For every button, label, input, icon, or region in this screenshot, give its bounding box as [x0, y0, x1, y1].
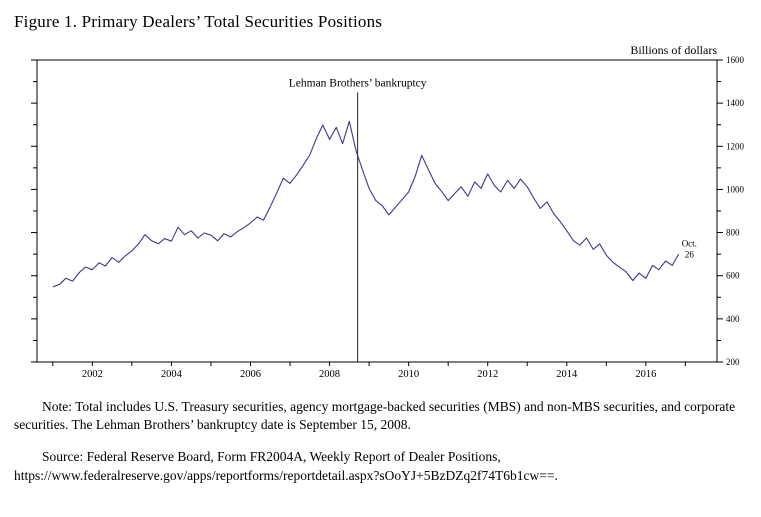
figure-title: Figure 1. Primary Dealers’ Total Securit…: [14, 12, 383, 31]
x-axis-tick-label: 2014: [556, 369, 578, 380]
x-axis-tick-label: 2008: [319, 369, 340, 380]
data-line: [52, 120, 680, 288]
plot-frame: [36, 59, 718, 363]
y-axis-unit-label: Billions of dollars: [630, 43, 717, 57]
x-axis-tick-label: 2012: [477, 369, 498, 380]
source-line-2: https://www.federalreserve.gov/apps/repo…: [14, 467, 558, 483]
y-axis-tick-label: 200: [726, 357, 740, 367]
y-axis-tick-label: 1200: [726, 141, 744, 151]
y-axis-tick-label: 600: [726, 271, 740, 281]
line-chart: Billions of dollars 200 400 600 800 1000 1200…: [31, 43, 745, 380]
y-axis-tick-label: 800: [726, 228, 740, 238]
y-axis-tick-label: 1400: [726, 98, 744, 108]
x-axis-tick-label: 2002: [82, 369, 103, 380]
lehman-annotation-label: Lehman Brothers’ bankruptcy: [289, 77, 427, 89]
x-axis-tick-label: 2006: [240, 369, 261, 380]
source-line-1: Source: Federal Reserve Board, Form FR20…: [42, 449, 501, 465]
y-axis-tick-label: 1000: [726, 184, 744, 194]
y-axis-tick-label: 400: [726, 314, 740, 324]
chart-source: Source: Federal Reserve Board, Form FR20…: [14, 448, 745, 484]
x-axis-tick-label: 2004: [161, 369, 183, 380]
x-axis-tick-label: 2016: [635, 369, 656, 380]
end-date-label-line2: 26: [685, 250, 695, 260]
end-date-label-line1: Oct.: [682, 239, 697, 249]
y-axis-tick-label: 1600: [726, 55, 744, 65]
chart-area: Billions of dollars 200 400 600 800 1000 1200…: [24, 42, 745, 382]
x-axis-tick-label: 2010: [398, 369, 419, 380]
chart-note: Note: Total includes U.S. Treasury secur…: [14, 399, 736, 433]
